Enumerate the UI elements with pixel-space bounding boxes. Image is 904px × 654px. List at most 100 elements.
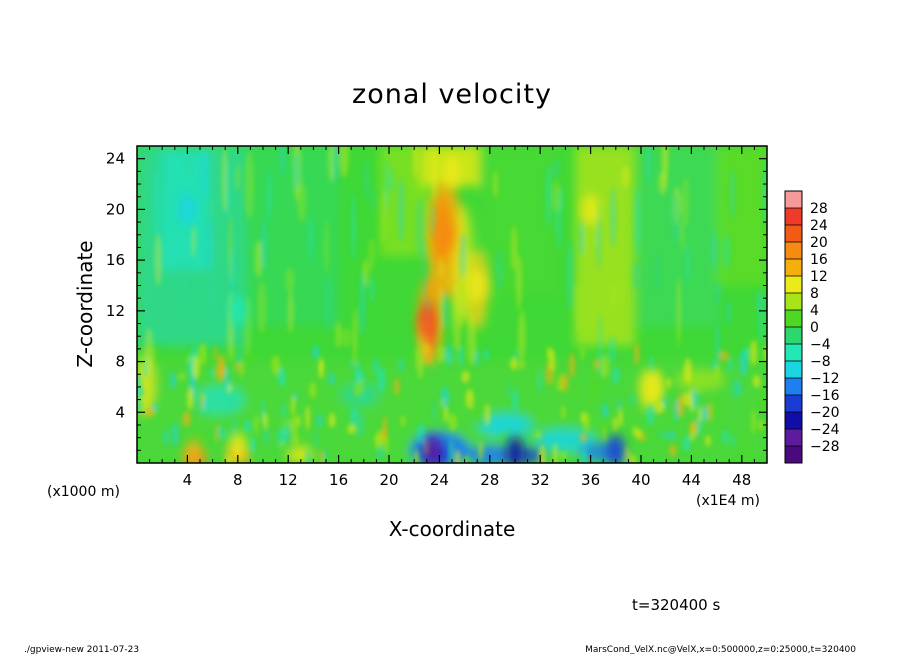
texture-streak: [277, 367, 287, 387]
texture-streak: [722, 429, 729, 445]
texture-streak: [284, 267, 295, 293]
texture-streak: [187, 387, 194, 410]
texture-streak: [291, 395, 296, 416]
y-tick-label: 8: [115, 353, 125, 371]
texture-streak: [144, 327, 154, 375]
texture-streak: [475, 400, 484, 427]
texture-streak: [443, 406, 449, 423]
texture-streak: [377, 367, 386, 393]
texture-streak: [159, 167, 164, 204]
feature-blob: [644, 370, 663, 403]
texture-streak: [243, 419, 252, 434]
x-tick-label: 28: [480, 471, 499, 489]
texture-streak: [646, 403, 655, 426]
texture-streak: [534, 430, 542, 439]
texture-streak: [350, 192, 357, 262]
texture-streak: [725, 300, 732, 326]
texture-streak: [356, 412, 365, 438]
texture-streak: [452, 282, 462, 352]
colorbar-label: −12: [810, 371, 840, 387]
texture-streak: [609, 187, 617, 247]
texture-streak: [700, 406, 709, 421]
texture-streak: [709, 401, 717, 424]
texture-streak: [438, 255, 444, 280]
texture-streak: [739, 350, 748, 377]
colorbar-label: 12: [810, 269, 828, 285]
x-tick-label: 32: [531, 471, 550, 489]
texture-streak: [731, 435, 735, 447]
texture-streak: [307, 216, 314, 261]
texture-streak: [324, 219, 329, 274]
texture-streak: [631, 262, 642, 290]
texture-streak: [681, 177, 690, 228]
texture-streak: [213, 345, 217, 362]
texture-streak: [580, 411, 586, 424]
chart-title: zonal velocity: [352, 79, 552, 110]
texture-streak: [277, 414, 287, 430]
texture-streak: [553, 442, 558, 463]
texture-streak: [515, 254, 523, 310]
texture-streak: [248, 436, 257, 455]
texture-streak: [682, 392, 691, 406]
heatmap-field: [137, 146, 767, 463]
texture-streak: [448, 439, 455, 463]
colorbar-label: −28: [810, 439, 840, 455]
texture-streak: [619, 281, 624, 311]
texture-streak: [289, 415, 299, 433]
texture-streak: [617, 399, 621, 410]
colorbar-swatch: [785, 191, 802, 209]
texture-streak: [607, 335, 617, 363]
colorbar-swatch: [785, 225, 802, 243]
texture-streak: [597, 313, 603, 380]
texture-streak: [618, 408, 623, 428]
texture-streak: [234, 163, 241, 190]
texture-streak: [432, 400, 436, 423]
texture-streak: [380, 191, 387, 245]
texture-streak: [354, 361, 361, 386]
x-tick-label: 44: [682, 471, 701, 489]
texture-streak: [318, 359, 324, 380]
texture-streak: [762, 159, 767, 224]
texture-streak: [579, 432, 587, 443]
texture-streak: [609, 280, 618, 310]
texture-streak: [743, 445, 751, 463]
colorbar-swatch: [785, 327, 802, 345]
colorbar-label: −20: [810, 405, 840, 421]
colorbar-label: 28: [810, 201, 828, 217]
texture-streak: [369, 276, 376, 303]
texture-streak: [137, 399, 143, 411]
texture-streak: [722, 233, 731, 270]
texture-streak: [244, 151, 255, 220]
texture-streak: [509, 357, 518, 370]
texture-streak: [347, 424, 356, 434]
texture-streak: [328, 413, 336, 428]
colorbar-swatch: [785, 242, 802, 260]
texture-streak: [534, 360, 540, 386]
texture-streak: [305, 405, 310, 431]
texture-streak: [287, 290, 294, 333]
texture-streak: [414, 449, 420, 463]
y-tick-label: 20: [106, 200, 125, 218]
texture-streak: [271, 355, 281, 376]
texture-streak: [388, 168, 395, 192]
texture-streak: [200, 148, 210, 198]
texture-streak: [291, 430, 299, 447]
texture-streak: [436, 343, 445, 363]
colorbar-swatch: [785, 378, 802, 396]
texture-streak: [634, 186, 642, 255]
x-tick-label: 12: [279, 471, 298, 489]
texture-streak: [659, 430, 667, 440]
texture-streak: [225, 367, 230, 391]
colorbar-label: 24: [810, 218, 828, 234]
texture-streak: [661, 146, 668, 191]
texture-streak: [370, 187, 376, 213]
x-tick-label: 20: [379, 471, 398, 489]
texture-streak: [200, 394, 204, 410]
texture-streak: [711, 231, 718, 269]
texture-streak: [559, 450, 568, 460]
colorbar-swatch: [785, 259, 802, 277]
colorbar-label: 20: [810, 235, 828, 251]
y-unit-label: (x1000 m): [47, 484, 120, 500]
texture-streak: [314, 430, 318, 448]
